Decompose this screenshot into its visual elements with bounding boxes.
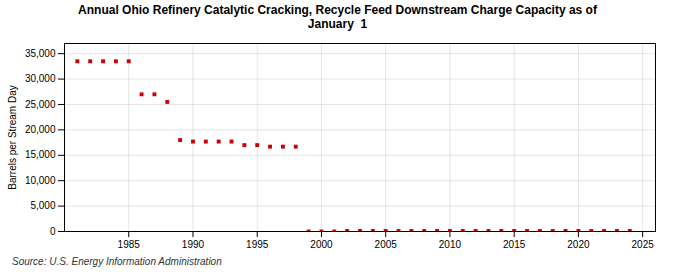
svg-text:30,000: 30,000 [25,73,56,84]
svg-text:10,000: 10,000 [25,175,56,186]
svg-text:5,000: 5,000 [30,200,55,211]
svg-text:2025: 2025 [632,239,655,250]
html-text:Source: U.S. Energy Informatio: Source: U.S. Energy Information Administ… [12,256,222,267]
svg-text:20,000: 20,000 [25,124,56,135]
svg-text:0: 0 [50,226,56,237]
svg-text:2000: 2000 [310,239,333,250]
svg-text:2010: 2010 [439,239,462,250]
svg-text:2005: 2005 [375,239,398,250]
svg-text:15,000: 15,000 [25,149,56,160]
svg-text:35,000: 35,000 [25,48,56,59]
svg-text:Barrels per Stream Day: Barrels per Stream Day [7,85,18,189]
svg-text:2015: 2015 [503,239,526,250]
svg-text:2020: 2020 [567,239,590,250]
svg-text:1995: 1995 [246,239,269,250]
svg-text:25,000: 25,000 [25,99,56,110]
svg-text:1985: 1985 [118,239,141,250]
html-text:Annual Ohio Refinery Catalytic: Annual Ohio Refinery Catalytic Cracking,… [78,3,597,31]
svg-text:1990: 1990 [182,239,205,250]
